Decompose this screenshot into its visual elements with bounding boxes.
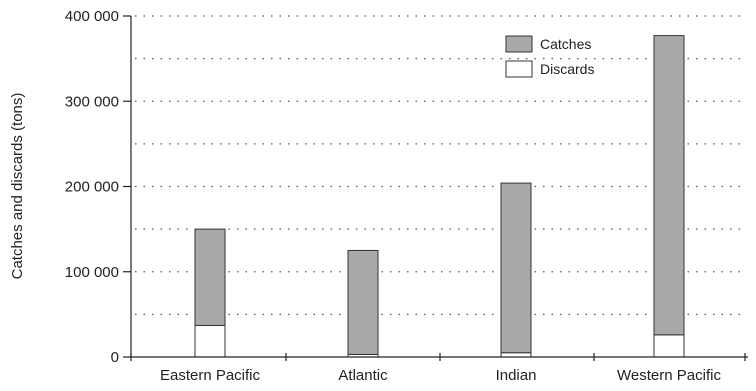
- legend: Catches Discards: [505, 35, 594, 78]
- y-tick-label: 300 000: [65, 93, 119, 110]
- bar-discards-indian: [500, 352, 532, 358]
- bar-catches-atlantic: [347, 249, 379, 355]
- y-tick-label: 400 000: [65, 8, 119, 25]
- axes: [123, 15, 748, 361]
- tick-labels: 0 100 000 200 000 300 000 400 000 Eastern Pac…: [65, 8, 722, 384]
- bar-catches-eastern-pacific: [194, 228, 226, 326]
- x-tick-label: Eastern Pacific: [160, 367, 261, 384]
- bar-catches-western-pacific: [653, 35, 685, 336]
- x-tick-label: Western Pacific: [617, 367, 721, 384]
- bars: [194, 35, 685, 358]
- y-tick-label: 200 000: [65, 179, 119, 196]
- x-tick-label: Indian: [496, 367, 537, 384]
- bar-discards-eastern-pacific: [194, 324, 226, 358]
- y-tick-label: 0: [111, 349, 119, 366]
- y-tick-label: 100 000: [65, 264, 119, 281]
- legend-label-discards: Discards: [540, 61, 594, 77]
- bar-discards-western-pacific: [653, 334, 685, 358]
- legend-swatch-catches: [505, 35, 533, 53]
- x-tick-label: Atlantic: [338, 367, 388, 384]
- bar-catches-indian: [500, 182, 532, 354]
- legend-label-catches: Catches: [540, 36, 591, 52]
- legend-swatch-discards: [505, 60, 533, 78]
- y-axis-title: Catches and discards (tons): [9, 93, 26, 280]
